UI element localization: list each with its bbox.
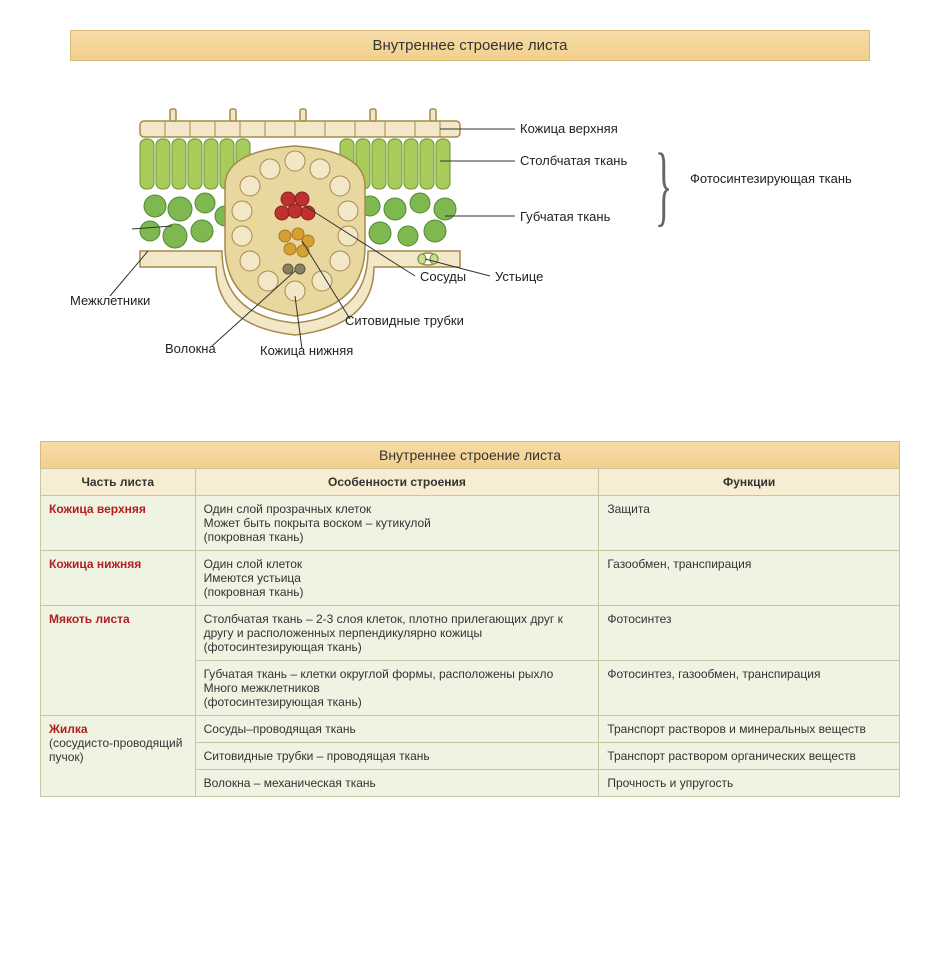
- part-name: Жилка: [49, 722, 88, 736]
- table-title-banner: Внутреннее строение листа: [40, 441, 900, 468]
- title-banner: Внутреннее строение листа: [70, 30, 870, 61]
- part-name: Кожица верхняя: [49, 502, 146, 516]
- table-row: Кожица верхняя Один слой прозрачных клет…: [41, 496, 900, 551]
- table-row: Кожица нижняя Один слой клетокИмеются ус…: [41, 551, 900, 606]
- structure-table: Часть листа Особенности строения Функции…: [40, 468, 900, 797]
- leaf-diagram: Кожица верхняя Столбчатая ткань Губчатая…: [70, 81, 870, 411]
- label-upper-skin: Кожица верхняя: [520, 121, 618, 136]
- features-cell: Один слой прозрачных клетокМожет быть по…: [195, 496, 599, 551]
- label-sieve: Ситовидные трубки: [345, 313, 464, 328]
- function-cell: Транспорт растворов и минеральных вещест…: [599, 716, 900, 743]
- function-cell: Фотосинтез, газообмен, транспирация: [599, 661, 900, 716]
- label-palisade: Столбчатая ткань: [520, 153, 627, 168]
- function-cell: Транспорт раствором органических веществ: [599, 743, 900, 770]
- features-cell: Сосуды–проводящая ткань: [195, 716, 599, 743]
- part-name: Кожица нижняя: [49, 557, 141, 571]
- features-cell: Один слой клетокИмеются устьица(покровна…: [195, 551, 599, 606]
- col-function: Функции: [599, 469, 900, 496]
- features-cell: Волокна – механическая ткань: [195, 770, 599, 797]
- brace-icon: }: [655, 141, 672, 231]
- leaf-cross-section-svg: [130, 91, 470, 371]
- col-features: Особенности строения: [195, 469, 599, 496]
- label-spongy: Губчатая ткань: [520, 209, 610, 224]
- label-vessels: Сосуды: [420, 269, 466, 284]
- part-sub: (сосудисто-проводящий пучок): [49, 736, 182, 764]
- features-cell: Ситовидные трубки – проводящая ткань: [195, 743, 599, 770]
- features-cell: Губчатая ткань – клетки округлой формы, …: [195, 661, 599, 716]
- function-cell: Фотосинтез: [599, 606, 900, 661]
- label-intercellular: Межклетники: [70, 293, 150, 308]
- features-cell: Столбчатая ткань – 2-3 слоя клеток, плот…: [195, 606, 599, 661]
- part-name: Мякоть листа: [49, 612, 130, 626]
- col-part: Часть листа: [41, 469, 196, 496]
- label-stomata: Устьице: [495, 269, 543, 284]
- table-row: Жилка (сосудисто-проводящий пучок) Сосуд…: [41, 716, 900, 743]
- table-row: Мякоть листа Столбчатая ткань – 2-3 слоя…: [41, 606, 900, 661]
- function-cell: Прочность и упругость: [599, 770, 900, 797]
- label-fibers: Волокна: [165, 341, 216, 356]
- label-photosynth: Фотосинтезирующая ткань: [690, 171, 852, 186]
- function-cell: Газообмен, транспирация: [599, 551, 900, 606]
- photosynth-text: Фотосинтезирующая ткань: [690, 171, 852, 186]
- label-lower-skin: Кожица нижняя: [260, 343, 353, 358]
- table-header-row: Часть листа Особенности строения Функции: [41, 469, 900, 496]
- function-cell: Защита: [599, 496, 900, 551]
